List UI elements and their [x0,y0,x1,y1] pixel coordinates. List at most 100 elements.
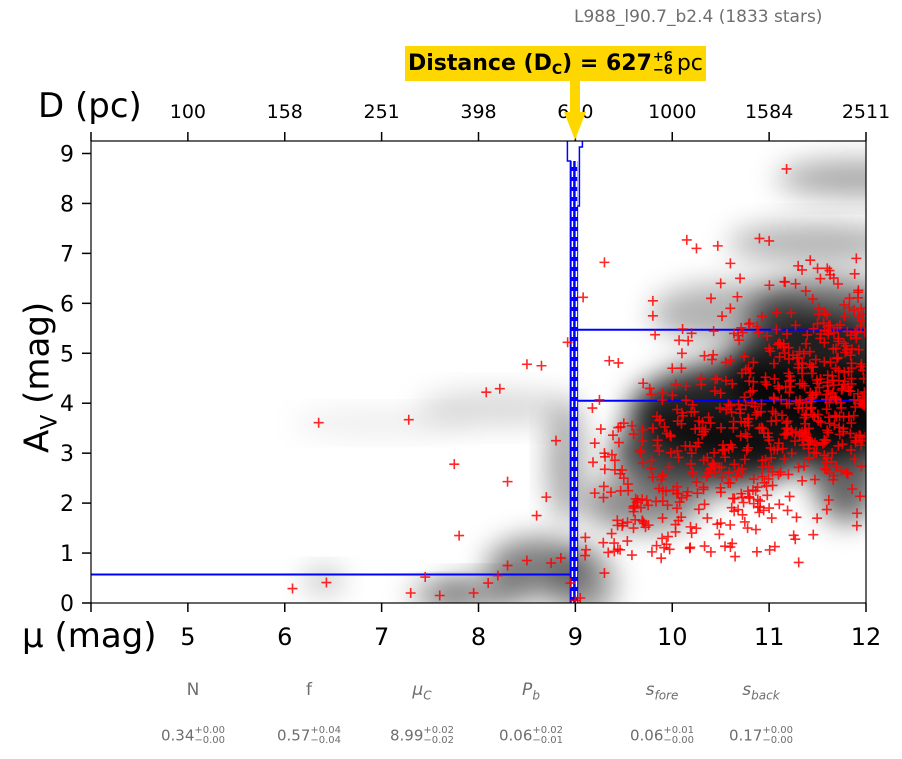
star-marker [738,351,749,362]
star-marker [691,523,702,534]
star-marker [580,544,591,555]
star-marker [785,381,796,392]
star-marker [634,445,645,456]
star-marker [764,503,775,514]
star-marker [403,414,414,425]
star-marker [712,373,723,384]
star-marker [853,285,864,296]
star-marker [735,404,746,415]
star-marker [700,424,711,435]
star-marker [859,387,866,398]
star-marker [622,479,633,490]
star-marker [622,517,633,528]
star-marker [692,488,703,499]
x-tick-label: 12 [851,623,882,651]
top-tick-label: 158 [267,101,303,123]
star-marker [735,430,746,441]
star-marker [777,443,788,454]
star-marker [800,409,811,420]
star-marker [670,519,681,530]
star-marker [827,448,838,459]
distance-plus: +6 [652,49,673,65]
star-marker [735,273,746,284]
star-marker [600,451,611,462]
star-marker [805,255,816,266]
star-marker [726,407,737,418]
star-marker [782,505,793,516]
star-marker [810,389,821,400]
x-tick-label: 10 [657,623,688,651]
star-marker [637,436,648,447]
star-marker [811,375,822,386]
axes: 5678910111201234567891001582513986301000… [60,101,890,651]
star-marker [829,410,840,421]
star-marker [654,446,665,457]
star-marker [321,577,332,588]
star-marker [699,499,710,510]
star-marker [716,462,727,473]
y-tick-label: 3 [60,442,74,467]
star-marker [744,318,755,329]
star-marker [672,503,682,514]
star-marker [587,403,598,414]
star-marker [699,350,710,361]
star-marker [737,509,748,520]
star-marker [807,368,818,379]
star-marker [859,327,866,338]
star-marker [698,484,709,495]
star-marker [656,553,667,564]
param-value: 0.06 +0.01 −0.00 [629,725,695,746]
star-marker [622,536,633,547]
y-tick-label: 5 [60,342,74,367]
star-marker [725,519,736,530]
star-marker [855,361,866,372]
star-marker [746,397,757,408]
star-marker [828,470,839,481]
star-marker [683,335,694,346]
star-marker [807,294,818,305]
star-marker [797,378,808,389]
density-blob [806,363,866,524]
density-background [291,160,866,603]
star-marker [609,464,620,475]
star-marker [799,380,810,391]
star-marker [628,501,639,512]
x-tick-label: 9 [568,623,583,651]
star-marker [733,466,744,477]
star-marker [742,486,753,497]
star-marker [686,468,697,479]
top-tick-label: 398 [460,101,496,123]
star-marker [720,452,731,463]
star-marker [830,343,841,354]
star-marker [774,351,785,362]
star-marker [575,593,586,603]
star-marker [821,464,832,475]
star-marker [823,329,834,340]
star-marker [736,322,747,333]
star-marker [728,422,739,433]
star-marker [839,376,850,387]
star-marker [686,528,697,539]
star-marker [793,462,804,473]
star-marker [819,450,830,461]
star-marker [723,399,734,410]
star-marker [848,410,859,421]
star-marker [714,529,725,540]
star-marker [598,537,609,548]
star-marker [739,516,750,527]
star-marker [788,530,799,541]
star-marker [680,395,691,406]
star-marker [843,381,854,392]
star-marker [521,359,532,370]
star-marker [658,469,669,480]
star-marker [764,235,775,246]
star-marker [800,286,811,297]
star-marker [589,438,600,449]
star-marker [779,276,790,287]
star-marker [580,532,591,543]
star-marker [676,512,687,523]
star-marker [613,437,624,448]
x-tick-label: 7 [374,623,389,651]
star-marker [736,488,747,499]
star-marker [852,326,863,337]
